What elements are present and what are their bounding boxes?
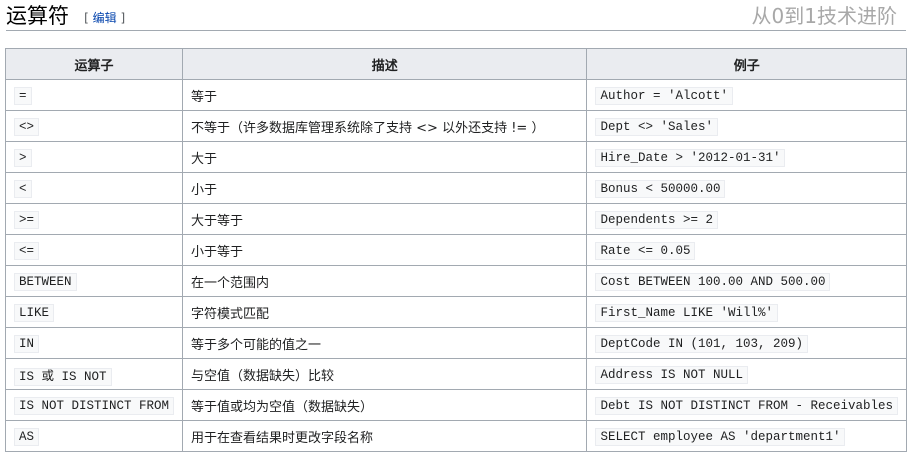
cell-desc: 不等于（许多数据库管理系统除了支持 <> 以外还支持 != ） [182, 110, 588, 142]
cell-ex: Author = 'Alcott' [586, 79, 907, 111]
cell-op: >= [4, 203, 184, 235]
code-text: IN [14, 334, 40, 353]
code-text: IS 或 IS NOT [14, 367, 112, 386]
cell-op: < [4, 172, 184, 204]
section-title: 运算符 [6, 4, 69, 28]
code-text: < [14, 179, 32, 198]
code-text: IS NOT DISTINCT FROM [14, 396, 175, 415]
code-text: >= [14, 210, 40, 229]
table-row: >= 大于等于 Dependents >= 2 [4, 203, 907, 235]
code-text: Rate <= 0.05 [595, 241, 696, 260]
code-text: Debt IS NOT DISTINCT FROM - Receivables [595, 396, 898, 415]
code-text: DeptCode IN (101, 103, 209) [595, 334, 808, 353]
cell-desc: 用于在查看结果时更改字段名称 [182, 420, 588, 452]
cell-op: IS NOT DISTINCT FROM [4, 389, 184, 421]
cell-op: LIKE [4, 296, 184, 328]
description-text: 用于在查看结果时更改字段名称 [191, 430, 374, 446]
cell-ex: DeptCode IN (101, 103, 209) [586, 327, 907, 359]
operators-table: 运算子 描述 例子 = 等于 Author = 'Alcott' <> 不等于（许多数据… [4, 48, 907, 452]
cell-desc: 小于等于 [182, 234, 588, 266]
cell-ex: Debt IS NOT DISTINCT FROM - Receivables [586, 389, 907, 421]
table-row: > 大于 Hire_Date > '2012-01-31' [4, 141, 907, 173]
code-text: Dependents >= 2 [595, 210, 718, 229]
cell-op: BETWEEN [4, 265, 184, 297]
cell-ex: Cost BETWEEN 100.00 AND 500.00 [586, 265, 907, 297]
code-text: LIKE [14, 303, 55, 322]
table-row: IN 等于多个可能的值之一 DeptCode IN (101, 103, 209) [4, 327, 907, 359]
cell-op: <> [4, 110, 184, 142]
code-text: > [14, 148, 32, 167]
cell-ex: SELECT employee AS 'department1' [586, 420, 907, 452]
cell-op: IS 或 IS NOT [4, 358, 184, 390]
cell-op: AS [4, 420, 184, 452]
description-text: 等于值或均为空值（数据缺失） [191, 399, 374, 415]
code-text: BETWEEN [14, 272, 77, 291]
cell-desc: 等于 [182, 79, 588, 111]
code-text: AS [14, 427, 40, 446]
cell-desc: 在一个范围内 [182, 265, 588, 297]
edit-link[interactable]: 编辑 [92, 11, 117, 25]
bracket: ] [120, 11, 126, 25]
description-text: 不等于（许多数据库管理系统除了支持 <> 以外还支持 != ） [191, 120, 545, 136]
code-text: Author = 'Alcott' [595, 86, 733, 105]
cell-ex: First_Name LIKE 'Will%' [586, 296, 907, 328]
description-text: 大于 [191, 151, 218, 167]
bracket: [ [84, 11, 89, 25]
cell-op: = [4, 79, 184, 111]
cell-ex: Address IS NOT NULL [586, 358, 907, 390]
table-row: LIKE 字符模式匹配 First_Name LIKE 'Will%' [4, 296, 907, 328]
code-text: = [14, 86, 32, 105]
description-text: 大于等于 [191, 213, 244, 229]
table-row: BETWEEN 在一个范围内 Cost BETWEEN 100.00 AND 500… [4, 265, 907, 297]
description-text: 小于 [191, 182, 218, 198]
code-text: First_Name LIKE 'Will%' [595, 303, 778, 322]
code-text: <> [14, 117, 40, 136]
cell-op: IN [4, 327, 184, 359]
code-text: <= [14, 241, 40, 260]
cell-ex: Hire_Date > '2012-01-31' [586, 141, 907, 173]
cell-desc: 字符模式匹配 [182, 296, 588, 328]
cell-desc: 大于等于 [182, 203, 588, 235]
table-header-row: 运算子 描述 例子 [4, 48, 907, 80]
description-text: 等于多个可能的值之一 [191, 337, 322, 353]
table-row: IS 或 IS NOT 与空值（数据缺失）比较 Address IS NOT NUL… [4, 358, 907, 390]
column-header: 运算子 [4, 48, 184, 80]
section-heading: 运算符 [ 编辑 ] [6, 2, 906, 31]
description-text: 小于等于 [191, 244, 244, 260]
column-header: 描述 [182, 48, 588, 80]
table-row: IS NOT DISTINCT FROM 等于值或均为空值（数据缺失） Debt I… [4, 389, 907, 421]
code-text: Dept <> 'Sales' [595, 117, 718, 136]
code-text: Bonus < 50000.00 [595, 179, 726, 198]
cell-ex: Dependents >= 2 [586, 203, 907, 235]
table-row: <> 不等于（许多数据库管理系统除了支持 <> 以外还支持 != ） Dept <>… [4, 110, 907, 142]
table-row: < 小于 Bonus < 50000.00 [4, 172, 907, 204]
description-text: 等于 [191, 89, 218, 105]
description-text: 与空值（数据缺失）比较 [191, 368, 335, 384]
cell-ex: Rate <= 0.05 [586, 234, 907, 266]
cell-ex: Dept <> 'Sales' [586, 110, 907, 142]
table-row: = 等于 Author = 'Alcott' [4, 79, 907, 111]
cell-op: > [4, 141, 184, 173]
table-row: AS 用于在查看结果时更改字段名称 SELECT employee AS 'depa… [4, 420, 907, 452]
edit-section: [ 编辑 ] [84, 11, 125, 25]
description-text: 字符模式匹配 [191, 306, 270, 322]
cell-desc: 等于多个可能的值之一 [182, 327, 588, 359]
cell-desc: 等于值或均为空值（数据缺失） [182, 389, 588, 421]
cell-desc: 与空值（数据缺失）比较 [182, 358, 588, 390]
code-text: Hire_Date > '2012-01-31' [595, 148, 786, 167]
column-header: 例子 [586, 48, 907, 80]
code-text: Cost BETWEEN 100.00 AND 500.00 [595, 272, 831, 291]
description-text: 在一个范围内 [191, 275, 270, 291]
table-row: <= 小于等于 Rate <= 0.05 [4, 234, 907, 266]
code-text: SELECT employee AS 'department1' [595, 427, 846, 446]
code-text: Address IS NOT NULL [595, 365, 748, 384]
cell-ex: Bonus < 50000.00 [586, 172, 907, 204]
cell-desc: 小于 [182, 172, 588, 204]
cell-op: <= [4, 234, 184, 266]
cell-desc: 大于 [182, 141, 588, 173]
